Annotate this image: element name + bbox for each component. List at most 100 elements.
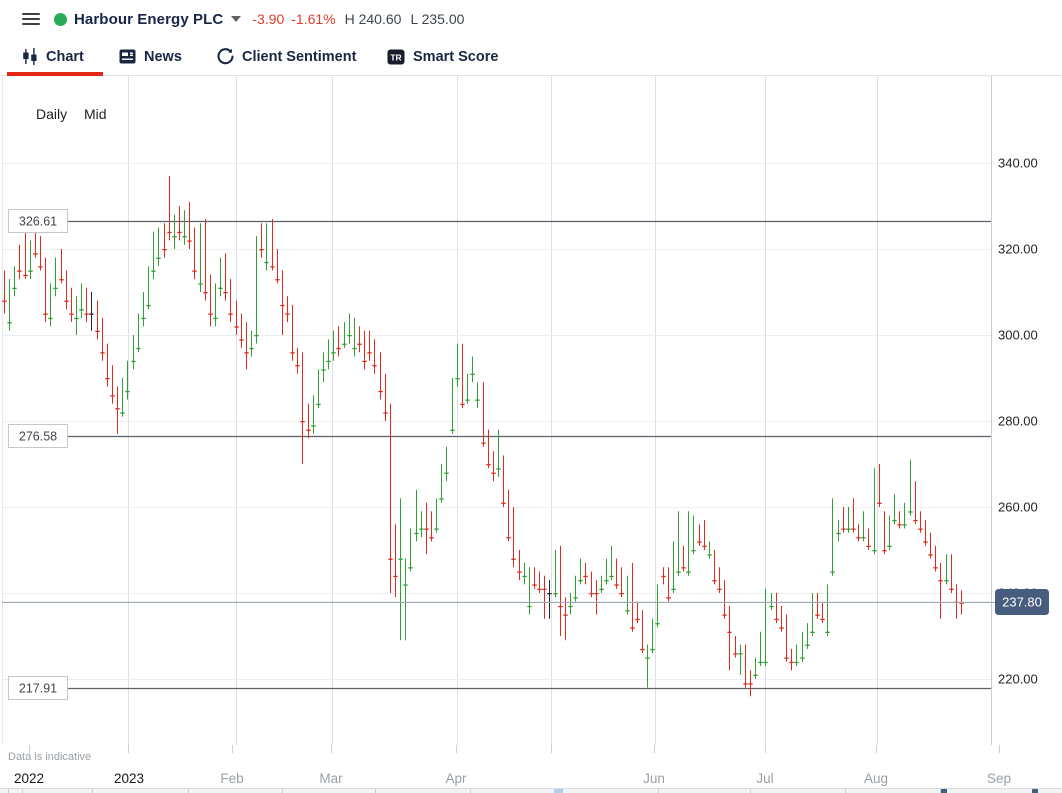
- candle-body: [125, 390, 130, 393]
- candle-body: [887, 545, 892, 547]
- candle-body: [424, 528, 429, 530]
- candle-body: [182, 236, 187, 238]
- candle-body: [378, 390, 383, 393]
- y-axis-tick: 300.00: [998, 328, 1038, 343]
- candle-body: [23, 274, 28, 277]
- candle-body: [599, 588, 604, 590]
- candle-body: [681, 567, 686, 569]
- candle-body: [357, 343, 362, 345]
- candle-body: [573, 597, 578, 599]
- candle-body: [110, 395, 115, 397]
- x-axis-month-label: Jun: [643, 771, 665, 786]
- tab-label: Client Sentiment: [242, 48, 357, 65]
- price-type-selector[interactable]: Mid: [84, 106, 107, 122]
- candles-layer: [2, 175, 964, 697]
- candle-body: [861, 537, 866, 539]
- candle-body: [758, 661, 763, 664]
- candle-body: [280, 304, 285, 307]
- candle-body: [53, 287, 58, 289]
- chevron-down-icon[interactable]: [231, 16, 242, 22]
- candle-body: [192, 270, 197, 272]
- price-level-label[interactable]: 276.58: [8, 424, 68, 448]
- candle-body: [64, 300, 69, 302]
- candle-body: [336, 347, 341, 350]
- candle-body: [496, 468, 501, 470]
- candle-body: [316, 403, 321, 406]
- candle-body: [733, 653, 738, 655]
- candle-body: [74, 317, 79, 320]
- candle-body: [306, 429, 311, 431]
- tab-label: News: [144, 48, 182, 65]
- tab-label: Chart: [46, 48, 84, 65]
- price-level-label[interactable]: 217.91: [8, 676, 68, 700]
- tab-smart-score[interactable]: TR Smart Score: [387, 38, 498, 75]
- candle-body: [17, 270, 22, 272]
- x-axis-month-label: Sep: [987, 771, 1011, 786]
- candle-body: [727, 631, 732, 633]
- candle-body: [208, 313, 213, 315]
- candle-body: [115, 408, 120, 410]
- candle-body: [218, 287, 223, 289]
- candle-body: [836, 532, 841, 535]
- candle-body: [779, 627, 784, 629]
- candle-body: [151, 270, 156, 272]
- candle-body: [856, 537, 861, 539]
- candle-body: [666, 597, 671, 599]
- candle-body: [141, 317, 146, 320]
- candle-body: [367, 352, 372, 354]
- candle-body: [59, 279, 64, 281]
- candle-body: [784, 657, 789, 659]
- tab-news[interactable]: News: [119, 38, 182, 75]
- data-indicative-note: Data is indicative: [8, 751, 92, 763]
- candle-body: [89, 313, 94, 315]
- candle-body: [841, 528, 846, 530]
- candle-body: [722, 614, 727, 616]
- candle-body: [84, 313, 89, 315]
- candle-body: [537, 588, 542, 590]
- candle-body: [105, 378, 110, 380]
- candle-body: [645, 657, 650, 659]
- candle-body: [342, 343, 347, 345]
- y-axis-tick: 340.00: [998, 156, 1038, 171]
- menu-icon[interactable]: [22, 12, 40, 26]
- candle-body: [285, 313, 290, 315]
- candle-body: [213, 317, 218, 320]
- candle-body: [892, 519, 897, 522]
- interval-selector[interactable]: Daily: [36, 106, 68, 122]
- grid-lines: [2, 76, 992, 745]
- candle-body: [661, 575, 666, 578]
- price-level-label[interactable]: 326.61: [8, 209, 68, 233]
- candle-body: [311, 425, 316, 427]
- price-change: -3.90: [252, 11, 285, 27]
- candle-body: [743, 683, 748, 685]
- candle-body: [959, 602, 964, 604]
- day-low: L 235.00: [410, 11, 465, 27]
- tab-client-sentiment[interactable]: Client Sentiment: [217, 38, 356, 75]
- last-price-badge: 237.80: [995, 589, 1049, 615]
- svg-text:TR: TR: [390, 52, 401, 62]
- watermark-fragment: [554, 789, 563, 793]
- candle-body: [156, 257, 161, 259]
- candle-body: [419, 528, 424, 530]
- candle-body: [748, 683, 753, 685]
- candle-body: [460, 403, 465, 406]
- candle-body: [136, 347, 141, 350]
- news-icon: [119, 49, 136, 64]
- candle-body: [897, 524, 902, 526]
- candle-body: [352, 347, 357, 350]
- candle-body: [938, 580, 943, 582]
- candle-body: [439, 498, 444, 500]
- candle-body: [362, 360, 367, 363]
- candle-body: [100, 352, 105, 354]
- candle-body: [928, 554, 933, 556]
- candle-body: [794, 661, 799, 664]
- candle-body: [270, 266, 275, 268]
- candle-body: [707, 554, 712, 556]
- y-axis-tick: 220.00: [998, 672, 1038, 687]
- last-price-value: 237.80: [1002, 595, 1042, 610]
- tab-chart[interactable]: Chart: [22, 38, 84, 75]
- x-axis-month-label: Feb: [220, 771, 243, 786]
- candle-body: [223, 292, 228, 294]
- candle-body: [738, 653, 743, 655]
